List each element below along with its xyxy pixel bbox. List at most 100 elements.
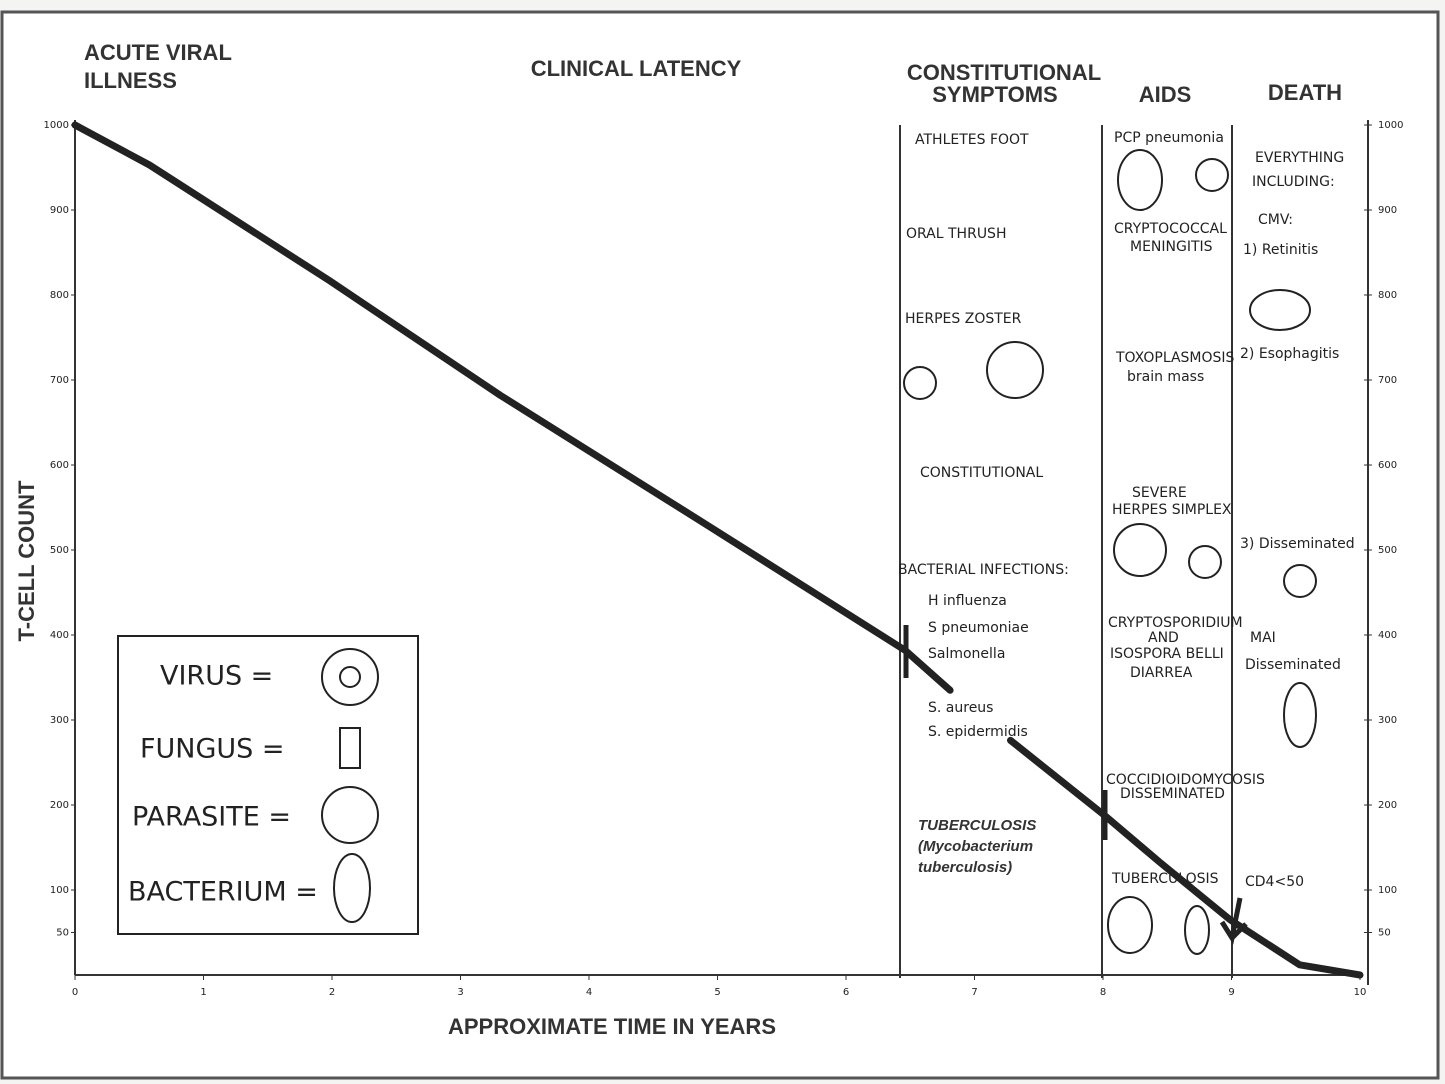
eye-icon: [1249, 289, 1311, 331]
annotation: BACTERIAL INFECTIONS:: [898, 562, 1069, 578]
y-tick-label-right: 700: [1378, 375, 1397, 386]
parasite-icon: [1283, 564, 1317, 598]
annotation: CRYPTOCOCCAL: [1114, 221, 1227, 237]
phase-label: CONSTITUTIONAL: [907, 60, 1101, 85]
annotation: HERPES ZOSTER: [905, 311, 1022, 327]
y-tick-label-right: 200: [1378, 800, 1397, 811]
phase-label: AIDS: [1139, 82, 1192, 107]
y-tick-label-right: 50: [1378, 928, 1391, 939]
annotation: ISOSPORA BELLI: [1110, 646, 1224, 662]
annotation: S. aureus: [928, 700, 993, 716]
x-tick-label: 0: [72, 987, 78, 998]
tcell-line: [71, 121, 1364, 979]
annotation: PCP pneumonia: [1114, 130, 1224, 146]
annotation: CRYPTOSPORIDIUM: [1108, 615, 1243, 631]
y-tick-label: 700: [50, 375, 69, 386]
y-tick-label: 1000: [44, 120, 69, 131]
bacterium-icon: [333, 853, 371, 923]
x-tick-label: 7: [971, 987, 977, 998]
annotation: S pneumoniae: [928, 620, 1029, 636]
legend-label: FUNGUS =: [140, 734, 285, 765]
lungs-icon: [1117, 149, 1163, 211]
annotation: 2) Esophagitis: [1240, 346, 1339, 362]
annotation: Salmonella: [928, 646, 1005, 662]
y-tick-label-right: 600: [1378, 460, 1397, 471]
bacterium-icon: [1184, 905, 1210, 955]
y-tick-label: 800: [50, 290, 69, 301]
annotation: INCLUDING:: [1252, 174, 1335, 190]
virus-icon: [339, 666, 361, 688]
phase-label: ILLNESS: [84, 68, 177, 93]
y-tick-label-right: 500: [1378, 545, 1397, 556]
annotation: 1) Retinitis: [1243, 242, 1318, 258]
y-tick-label: 400: [50, 630, 69, 641]
annotation: MAI: [1250, 630, 1276, 646]
y-tick-label-right: 1000: [1378, 120, 1403, 131]
annotation: 3) Disseminated: [1240, 536, 1355, 552]
legend-icons: [321, 648, 379, 923]
x-tick-label: 8: [1100, 987, 1106, 998]
x-tick-label: 10: [1354, 987, 1367, 998]
virus-icon: [903, 366, 937, 400]
annotation: (Mycobacterium: [918, 838, 1033, 855]
y-tick-label: 600: [50, 460, 69, 471]
legend-label: VIRUS =: [160, 661, 273, 692]
y-tick-label: 100: [50, 885, 69, 896]
parasite-icon: [1195, 158, 1229, 192]
phase-label: SYMPTOMS: [932, 82, 1058, 107]
y-tick-label-right: 300: [1378, 715, 1397, 726]
annotation: DIARREA: [1130, 665, 1193, 681]
lungs-icon: [1107, 896, 1153, 954]
phase-label: ACUTE VIRAL: [84, 40, 232, 65]
legend-box: [117, 635, 419, 935]
y-tick-label: 900: [50, 205, 69, 216]
annotation: Disseminated: [1245, 657, 1341, 673]
phase-label: CLINICAL LATENCY: [531, 56, 742, 81]
annotation: COCCIDIOIDOMYCOSIS: [1106, 772, 1265, 788]
annotation: TUBERCULOSIS: [1111, 871, 1219, 887]
virus-icon: [1188, 545, 1222, 579]
annotation: H influenza: [928, 593, 1007, 609]
fungus-icon: [339, 727, 361, 769]
bacterium-icon: [1283, 682, 1317, 748]
annotation: HERPES SIMPLEX: [1112, 502, 1232, 518]
x-tick-label: 4: [586, 987, 592, 998]
annotation: SEVERE: [1132, 485, 1187, 501]
x-tick-label: 9: [1228, 987, 1234, 998]
phase-label: DEATH: [1268, 80, 1342, 105]
x-tick-label: 3: [457, 987, 463, 998]
x-tick-label: 5: [714, 987, 720, 998]
x-tick-label: 6: [843, 987, 849, 998]
y-tick-label: 50: [56, 928, 69, 939]
annotation: DISSEMINATED: [1120, 786, 1225, 802]
x-tick-label: 2: [329, 987, 335, 998]
annotation: ORAL THRUSH: [906, 226, 1006, 242]
annotation: MENINGITIS: [1130, 239, 1213, 255]
annotation: CD4<50: [1245, 874, 1304, 890]
y-tick-label-right: 800: [1378, 290, 1397, 301]
virus-icon: [321, 648, 379, 706]
y-tick-label-right: 900: [1378, 205, 1397, 216]
parasite-icon: [321, 786, 379, 844]
y-tick-label: 200: [50, 800, 69, 811]
illustrations: [903, 149, 1317, 955]
annotation: S. epidermidis: [928, 724, 1028, 740]
face-icon: [1113, 523, 1167, 577]
annotation: TOXOPLASMOSIS: [1115, 350, 1235, 366]
annotation: CONSTITUTIONAL: [920, 465, 1043, 481]
x-axis-title: APPROXIMATE TIME IN YEARS: [448, 1014, 776, 1039]
annotation: AND: [1148, 630, 1179, 646]
annotation: brain mass: [1127, 369, 1204, 385]
annotation: EVERYTHING: [1255, 150, 1344, 166]
legend-label: PARASITE =: [132, 802, 291, 833]
y-tick-label: 500: [50, 545, 69, 556]
annotation: tuberculosis): [918, 859, 1012, 876]
y-axis-title: T-CELL COUNT: [14, 480, 39, 641]
y-tick-label-right: 100: [1378, 885, 1397, 896]
annotation: TUBERCULOSIS: [918, 817, 1036, 834]
annotation: CMV:: [1258, 212, 1293, 228]
legend-label: BACTERIUM =: [128, 877, 318, 908]
y-tick-label: 300: [50, 715, 69, 726]
annotation: ATHLETES FOOT: [915, 132, 1029, 148]
